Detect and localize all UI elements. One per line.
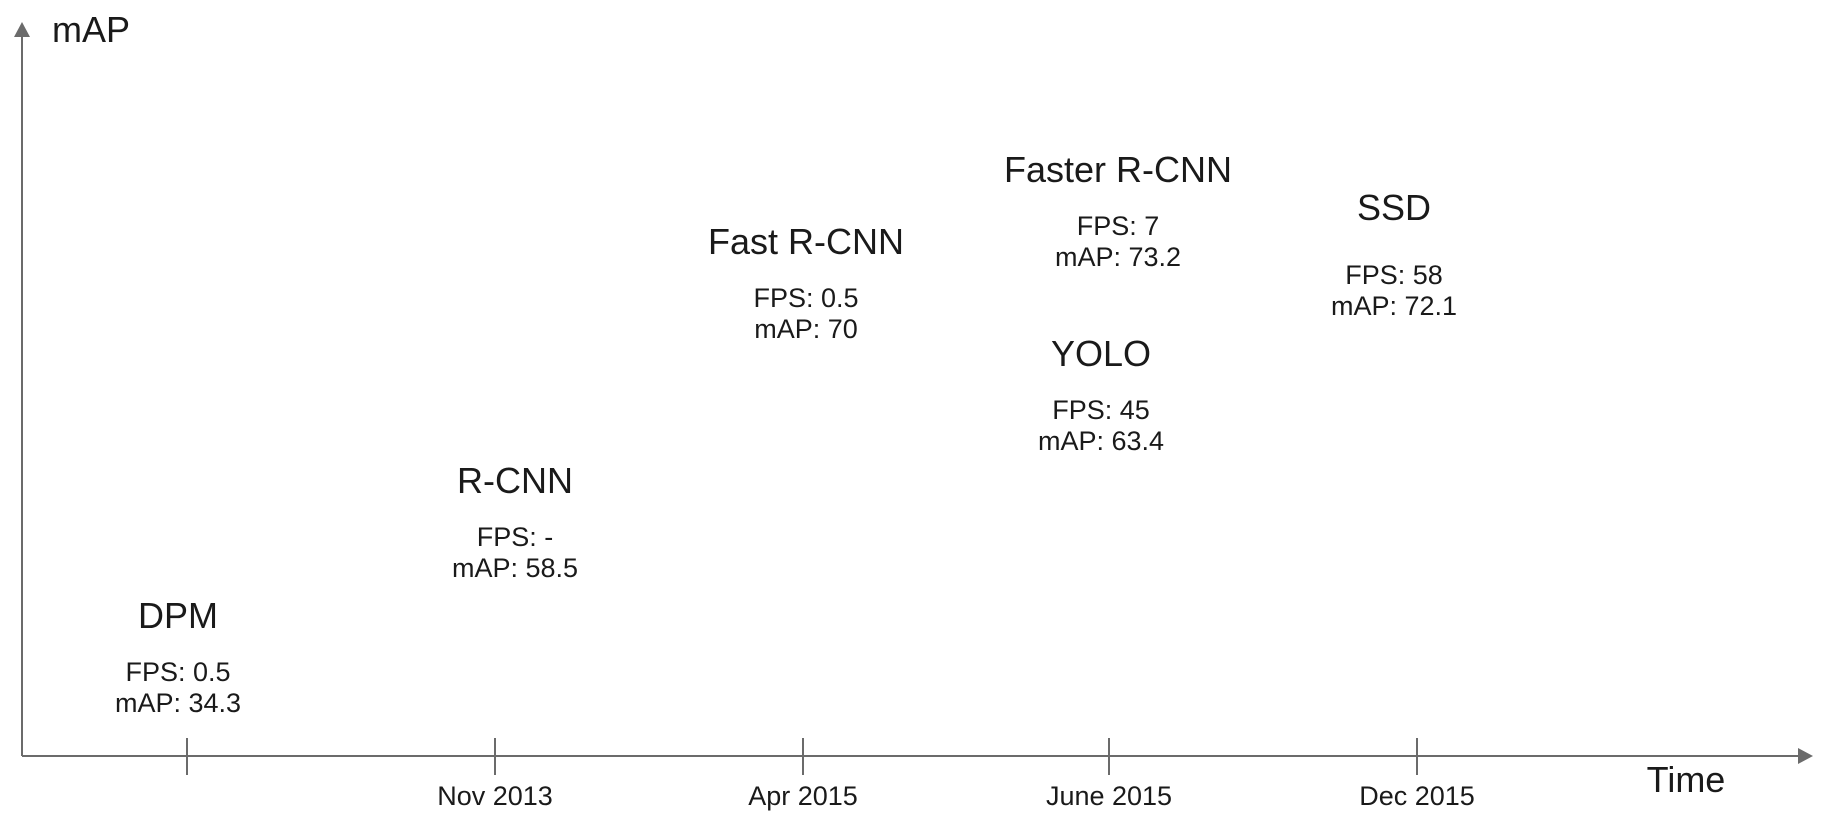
model-map: mAP: 72.1 <box>1330 290 1458 321</box>
model-map: mAP: 58.5 <box>451 552 579 583</box>
model-name: YOLO <box>1050 333 1152 374</box>
model-fps: FPS: 0.5 <box>753 282 859 313</box>
axis-tick <box>1108 738 1110 775</box>
model-annotation-faster-rcnn: Faster R-CNN FPS: 7 mAP: 73.2 <box>1004 150 1232 273</box>
model-name: DPM <box>138 595 218 636</box>
model-map: mAP: 73.2 <box>1054 241 1182 272</box>
model-map: mAP: 70 <box>754 313 858 344</box>
model-annotation-yolo: YOLO FPS: 45 mAP: 63.4 <box>1038 334 1164 457</box>
model-map: mAP: 34.3 <box>114 687 242 718</box>
model-annotation-rcnn: R-CNN FPS: - mAP: 58.5 <box>452 461 578 584</box>
x-axis-line <box>22 755 1800 757</box>
x-axis-label: Time <box>1646 759 1726 800</box>
y-axis-arrow-icon <box>14 22 30 37</box>
model-annotation-dpm: DPM FPS: 0.5 mAP: 34.3 <box>115 596 241 719</box>
axis-tick <box>186 738 188 775</box>
tick-label-nov-2013: Nov 2013 <box>437 781 553 811</box>
x-axis-arrow-icon <box>1798 748 1813 764</box>
model-fps: FPS: 58 <box>1345 259 1443 290</box>
model-fps: FPS: 7 <box>1076 210 1160 241</box>
tick-label-june-2015: June 2015 <box>1045 781 1173 811</box>
model-name: Fast R-CNN <box>708 221 904 262</box>
y-axis-line <box>21 36 23 756</box>
model-fps: FPS: 0.5 <box>125 656 231 687</box>
model-name: Faster R-CNN <box>1003 149 1233 190</box>
tick-label-dec-2015: Dec 2015 <box>1359 781 1475 811</box>
axis-tick <box>802 738 804 775</box>
model-name: R-CNN <box>457 460 573 501</box>
model-map: mAP: 63.4 <box>1037 425 1165 456</box>
model-name: SSD <box>1356 187 1432 228</box>
axis-tick <box>1416 738 1418 775</box>
axis-tick <box>494 738 496 775</box>
tick-label-apr-2015: Apr 2015 <box>748 781 858 811</box>
model-annotation-fast-rcnn: Fast R-CNN FPS: 0.5 mAP: 70 <box>708 222 904 345</box>
model-fps: FPS: - <box>476 521 554 552</box>
model-annotation-ssd: SSD FPS: 58 mAP: 72.1 <box>1331 188 1457 322</box>
y-axis-label: mAP <box>52 9 131 50</box>
model-fps: FPS: 45 <box>1052 394 1150 425</box>
